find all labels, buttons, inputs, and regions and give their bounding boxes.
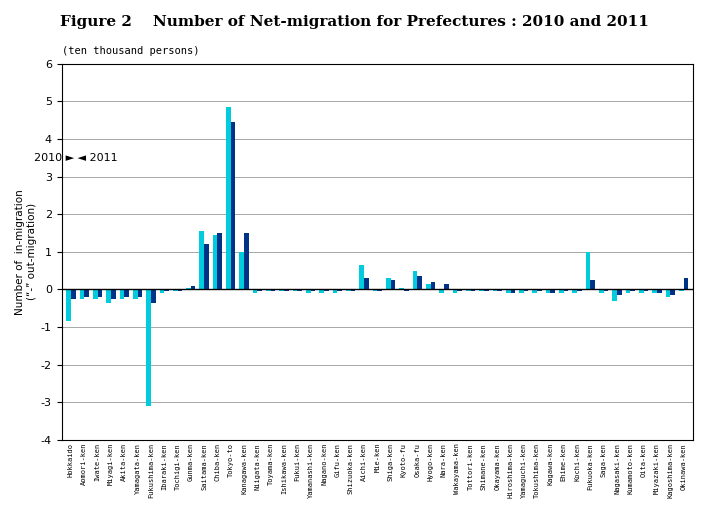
Bar bbox=[93, 289, 98, 299]
Bar bbox=[479, 289, 484, 291]
Bar bbox=[226, 107, 231, 289]
Bar bbox=[266, 289, 270, 291]
Bar bbox=[258, 289, 262, 291]
Bar bbox=[497, 289, 502, 291]
Bar bbox=[484, 289, 489, 291]
Bar bbox=[439, 289, 444, 293]
Bar bbox=[617, 289, 622, 295]
Bar bbox=[377, 289, 382, 291]
Bar bbox=[666, 289, 670, 297]
Bar bbox=[626, 289, 630, 293]
Bar bbox=[657, 289, 662, 293]
Bar bbox=[493, 289, 497, 291]
Bar bbox=[524, 289, 528, 291]
Bar bbox=[471, 289, 475, 291]
Bar bbox=[391, 280, 395, 289]
Bar bbox=[213, 235, 217, 289]
Bar bbox=[599, 289, 604, 293]
Bar bbox=[270, 289, 275, 291]
Bar bbox=[417, 277, 422, 289]
Bar bbox=[146, 289, 151, 406]
Bar bbox=[644, 289, 649, 291]
Bar bbox=[670, 289, 675, 295]
Bar bbox=[510, 289, 515, 293]
Bar bbox=[532, 289, 537, 293]
Bar bbox=[537, 289, 542, 291]
Bar bbox=[337, 289, 342, 291]
Bar bbox=[164, 289, 169, 291]
Text: 2010 ►: 2010 ► bbox=[34, 153, 74, 163]
Bar bbox=[253, 289, 258, 293]
Bar bbox=[231, 122, 236, 289]
Bar bbox=[306, 289, 311, 293]
Bar bbox=[79, 289, 84, 299]
Bar bbox=[466, 289, 471, 291]
Bar bbox=[217, 233, 222, 289]
Bar bbox=[399, 288, 404, 289]
Bar bbox=[372, 289, 377, 291]
Bar bbox=[204, 244, 209, 289]
Bar bbox=[239, 252, 244, 289]
Bar bbox=[280, 289, 284, 291]
Bar bbox=[120, 289, 124, 299]
Bar bbox=[360, 265, 364, 289]
Text: ◄ 2011: ◄ 2011 bbox=[74, 153, 118, 163]
Bar bbox=[173, 289, 178, 291]
Bar bbox=[71, 289, 76, 299]
Bar bbox=[84, 289, 89, 297]
Bar bbox=[457, 289, 462, 291]
Bar bbox=[679, 289, 684, 291]
Bar bbox=[413, 271, 417, 289]
Bar bbox=[652, 289, 657, 293]
Bar bbox=[444, 284, 449, 289]
Text: Figure 2    Number of Net-migration for Prefectures : 2010 and 2011: Figure 2 Number of Net-migration for Pre… bbox=[59, 15, 649, 29]
Bar bbox=[333, 289, 337, 293]
Bar bbox=[151, 289, 156, 303]
Bar bbox=[386, 278, 391, 289]
Bar bbox=[577, 289, 582, 291]
Bar bbox=[630, 289, 635, 291]
Bar bbox=[364, 278, 369, 289]
Bar bbox=[98, 289, 102, 297]
Bar bbox=[519, 289, 524, 293]
Bar bbox=[612, 289, 617, 301]
Bar bbox=[573, 289, 577, 293]
Bar bbox=[426, 284, 430, 289]
Bar bbox=[564, 289, 569, 291]
Bar bbox=[684, 278, 688, 289]
Bar bbox=[590, 280, 595, 289]
Bar bbox=[452, 289, 457, 293]
Bar bbox=[191, 286, 195, 289]
Bar bbox=[244, 233, 249, 289]
Bar bbox=[67, 289, 71, 322]
Bar bbox=[350, 289, 355, 291]
Bar bbox=[346, 289, 350, 291]
Bar bbox=[124, 289, 129, 297]
Bar bbox=[133, 289, 137, 299]
Bar bbox=[292, 289, 297, 291]
Bar bbox=[430, 282, 435, 289]
Bar bbox=[111, 289, 115, 299]
Bar bbox=[586, 252, 590, 289]
Bar bbox=[639, 289, 644, 293]
Bar bbox=[106, 289, 111, 303]
Text: (ten thousand persons): (ten thousand persons) bbox=[62, 46, 199, 56]
Bar bbox=[311, 289, 315, 291]
Bar bbox=[559, 289, 564, 293]
Bar bbox=[546, 289, 551, 293]
Bar bbox=[137, 289, 142, 297]
Bar bbox=[319, 289, 324, 293]
Bar bbox=[186, 288, 191, 289]
Bar bbox=[604, 289, 608, 291]
Y-axis label: Number of  in-migration
(“-” out-migration): Number of in-migration (“-” out-migratio… bbox=[15, 189, 37, 314]
Bar bbox=[159, 289, 164, 293]
Bar bbox=[404, 289, 409, 291]
Bar bbox=[324, 289, 329, 291]
Bar bbox=[178, 289, 182, 291]
Bar bbox=[200, 231, 204, 289]
Bar bbox=[297, 289, 302, 291]
Bar bbox=[284, 289, 289, 291]
Bar bbox=[551, 289, 555, 293]
Bar bbox=[506, 289, 510, 293]
